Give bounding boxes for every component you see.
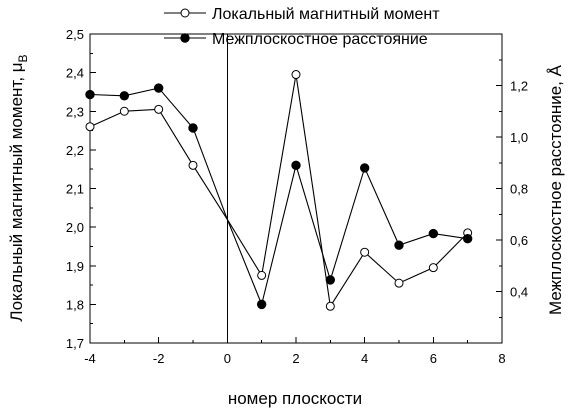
x-tick-label: 0 [224,351,231,366]
x-tick-label: -2 [153,351,165,366]
x-tick-label: 8 [498,351,505,366]
y-axis-left-title-text: Локальный магнитный момент, μ [7,62,26,321]
series-1-point [325,301,335,311]
y-left-tick-label: 2,5 [66,27,84,42]
y-right-tick-label: 0,6 [510,233,528,248]
series-2-point [428,228,439,239]
y-right-tick-label: 1,0 [510,130,528,145]
y-left-tick-label: 1,7 [66,336,84,351]
series-1-point [360,247,370,257]
legend-marker-2 [180,33,190,43]
series-1-point [154,104,164,114]
series-2-point [119,91,130,101]
legend-label-1: Локальный магнитный момент [212,6,440,23]
y-left-tick-label: 2,3 [66,104,84,119]
x-axis-title: номер плоскости [228,389,362,408]
series-1-point [119,106,129,116]
series-2-point [325,275,336,285]
legend-label-2: Межплоскостное расстояние [212,31,428,48]
x-tick-label: 4 [361,351,368,366]
series-2-point [359,163,370,173]
y-left-tick-label: 1,9 [66,259,84,274]
series-1-point [257,270,267,280]
series-1-point [291,70,301,80]
plot-frame [89,33,503,344]
y-left-tick-label: 2,0 [66,220,84,235]
legend: Локальный магнитный момент Межплоскостное… [164,6,440,48]
y-left-tick-label: 2,4 [66,66,84,81]
y-left-tick-label: 1,8 [66,297,84,312]
series-2-point [188,123,198,133]
series-line-1 [261,74,469,308]
x-tick-label: -4 [84,351,96,366]
series-layer [85,70,473,311]
series-1-point [188,160,198,170]
series-2-point [85,89,95,100]
x-tick-label: 2 [292,351,299,366]
series-2-point [462,234,473,244]
series-line-2-bridge [192,127,263,305]
series-1-point [394,278,404,288]
y-right-tick-label: 1,2 [510,79,528,94]
x-tick-label: 6 [430,351,437,366]
y-left-tick-label: 2,2 [66,143,84,158]
y-axis-left-title: Локальный магнитный момент, μB [7,54,30,321]
series-line-2 [89,87,194,129]
series-2-point [291,160,301,171]
series-1-point [428,263,438,273]
series-2-point [153,83,164,93]
series-line-1 [89,108,194,166]
y-right-tick-label: 0,4 [510,285,528,300]
y-left-tick-label: 2,1 [66,182,84,197]
y-right-tick-label: 0,8 [510,182,528,197]
legend-marker-1 [180,8,190,18]
series-2-point [256,299,267,310]
series-1-point [85,122,95,132]
y-axis-left-title-subscript: B [16,54,30,62]
series-2-point [394,240,404,250]
y-axis-right-title: Межплоскостное расстояние, Å [546,64,565,315]
axes: -4 -2 0 2 4 6 8 1,7 1,8 1,9 2,0 2,1 2,2 2,3 2,4 2,5 0,4 0… [66,27,528,366]
